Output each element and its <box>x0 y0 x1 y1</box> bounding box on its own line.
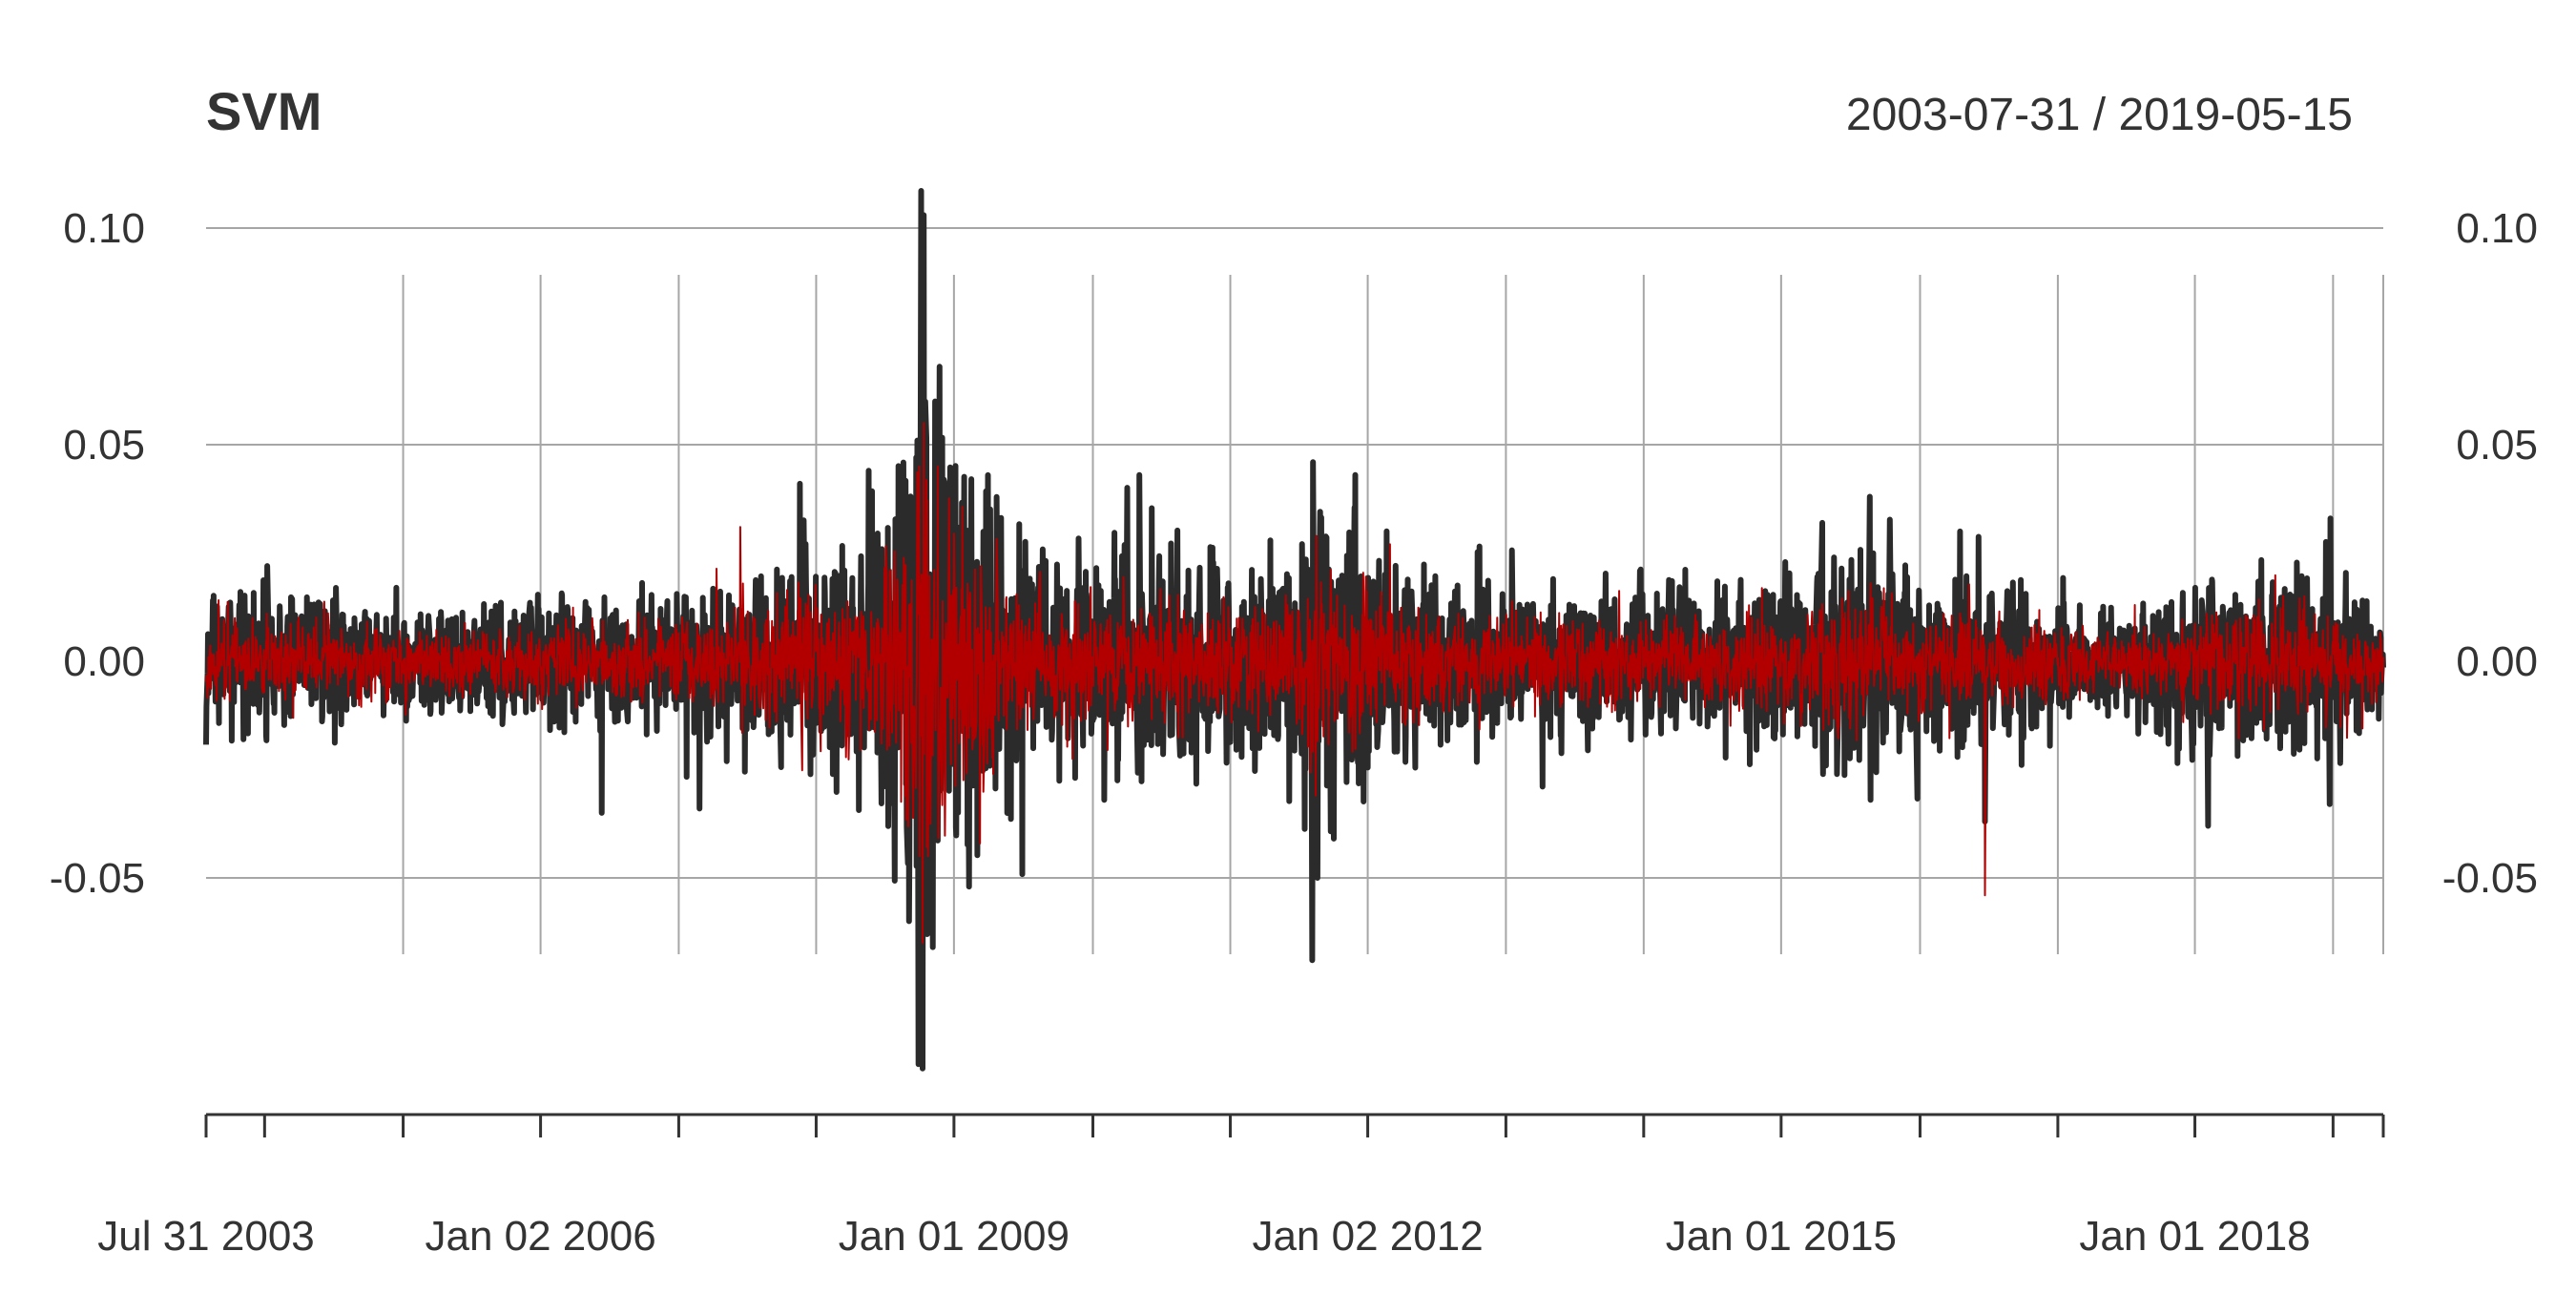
y-tick-label-left: 0.10 <box>63 205 145 252</box>
y-tick-label-left: 0.00 <box>63 638 145 685</box>
series-layer <box>203 188 2386 1072</box>
x-tick-label: Jan 01 2015 <box>1666 1213 1897 1260</box>
date-range-label: 2003-07-31 / 2019-05-15 <box>1846 90 2353 140</box>
x-tick-label: Jan 02 2006 <box>425 1213 655 1260</box>
y-tick-label-left: -0.05 <box>50 855 145 902</box>
y-tick-label-right: 0.10 <box>2456 205 2538 252</box>
y-tick-label-right: 0.00 <box>2456 638 2538 685</box>
x-tick-label: Jan 01 2018 <box>2079 1213 2310 1260</box>
series-line-red <box>205 422 2384 945</box>
x-tick-label: Jan 02 2012 <box>1252 1213 1483 1260</box>
y-tick-label-right: 0.05 <box>2456 422 2538 469</box>
y-tick-label-left: 0.05 <box>63 422 145 469</box>
axis-layer: 0.10 0.10 0.05 0.05 0.00 0.00 -0.05 -0.05 Jul 31… <box>50 205 2538 1260</box>
y-tick-label-right: -0.05 <box>2442 855 2538 902</box>
x-tick-label: Jan 01 2009 <box>839 1213 1070 1260</box>
x-tick-label: Jul 31 2003 <box>97 1213 315 1260</box>
chart-title: SVM <box>206 81 322 141</box>
